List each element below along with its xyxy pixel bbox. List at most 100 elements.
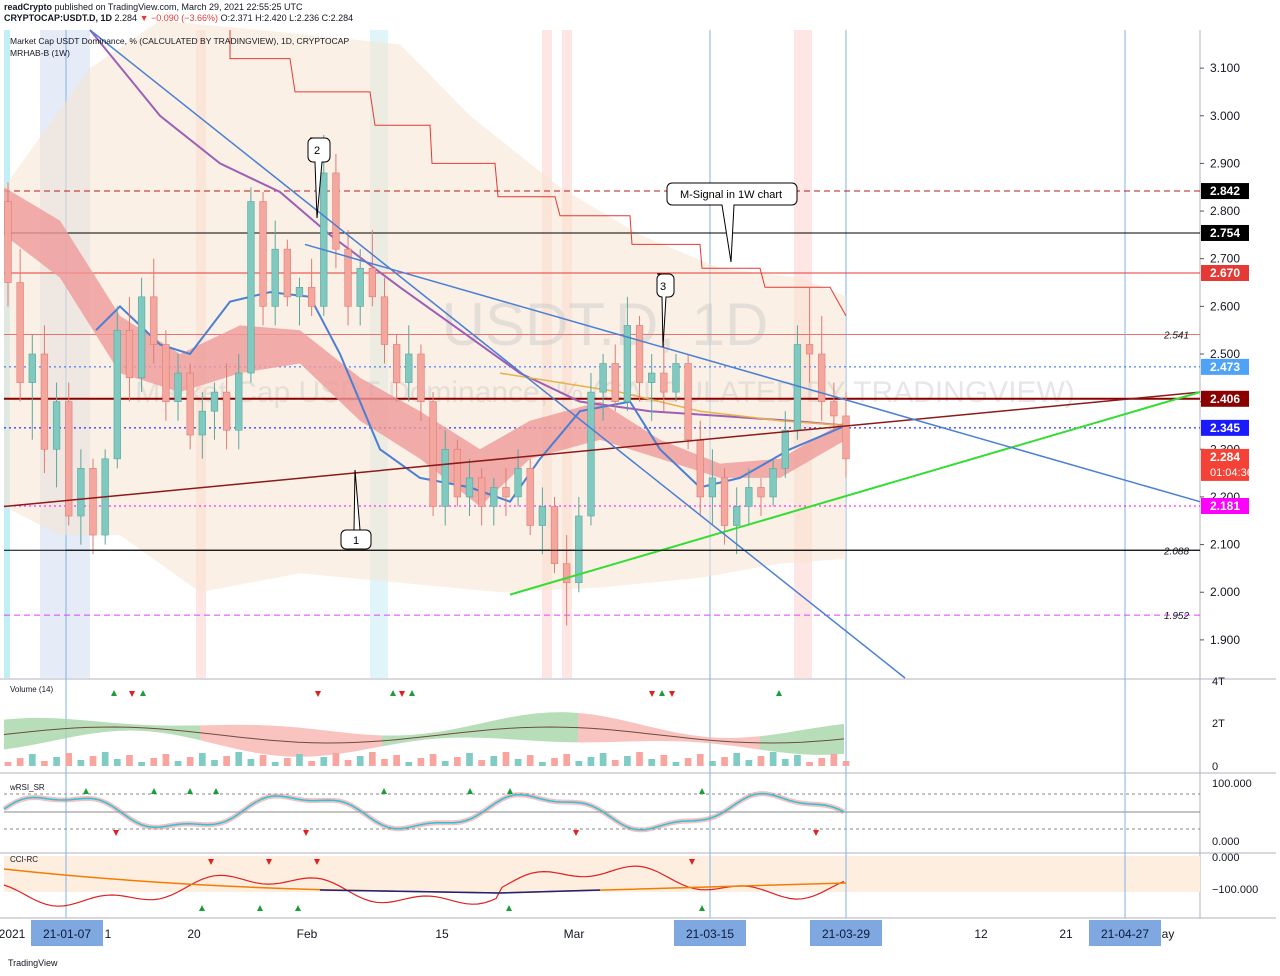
price-tick-2.500: 2.500: [1210, 347, 1240, 361]
candle: [745, 487, 753, 507]
volume-bar: [648, 759, 656, 766]
candle: [611, 363, 619, 402]
volume-cloud-segment: [172, 725, 186, 737]
volume-cloud-segment: [32, 717, 46, 746]
level-label-bg: [1201, 183, 1249, 200]
volume-bar: [138, 762, 145, 766]
volume-cloud-segment: [382, 735, 396, 747]
cci-signal-arrow: [699, 905, 705, 911]
level-label-2.842: 2.842: [1210, 184, 1240, 198]
green-trendline[interactable]: [509, 391, 1201, 596]
volume-cloud-segment: [214, 724, 228, 748]
price-level-labels: 2.842 2.754 2.670 2.473 2.406 2.345 2.284 01:04…: [1201, 183, 1253, 514]
wrsi-signal-arrow: [187, 788, 193, 794]
price-axis[interactable]: 1.9002.0002.1002.2002.3002.4002.5002.600…: [1200, 61, 1240, 647]
volume-cloud-segment: [480, 720, 494, 739]
volume-bar: [830, 754, 838, 766]
wrsi-signal-arrow: [113, 830, 119, 836]
candle: [392, 344, 401, 383]
price-change: ▼ −0.090 (−3.66%): [139, 13, 219, 23]
volume-bar: [356, 756, 364, 766]
candle: [490, 487, 498, 507]
time-label-bg: [31, 920, 103, 946]
volume-bar: [794, 755, 801, 766]
volume-bar: [4, 762, 12, 766]
candle: [198, 410, 206, 436]
level-label-2.670: 2.670: [1210, 266, 1240, 280]
wrsi-pane-label: wRSI_SR: [9, 783, 45, 792]
volume-bar: [539, 762, 546, 766]
candle: [344, 248, 352, 307]
candle: [113, 329, 121, 460]
candle: [538, 506, 547, 526]
candle: [405, 353, 413, 383]
candle: [781, 429, 789, 469]
volume-bar: [769, 752, 777, 766]
volume-bar: [126, 755, 133, 766]
volume-bar: [624, 756, 631, 766]
volume-bar: [636, 752, 643, 766]
legend-title: Market Cap USDT Dominance, % (CALCULATED…: [10, 36, 349, 46]
candle: [320, 172, 328, 307]
level-label-2.541: 2.541: [1163, 330, 1189, 341]
price-tick-2.900: 2.900: [1210, 156, 1240, 170]
volume-bar: [502, 752, 510, 766]
volume-bar: [441, 761, 449, 766]
volume-bar: [247, 759, 255, 766]
cci-line: [3, 865, 845, 907]
volume-bar: [696, 754, 704, 766]
blue-falling-trendline[interactable]: [89, 29, 906, 679]
candle: [720, 477, 729, 526]
ohlc-values: O:2.371 H:2.420 L:2.236 C:2.284: [220, 13, 354, 23]
volume-signal-arrow: [649, 691, 655, 697]
volume-bar: [405, 762, 413, 766]
candle: [441, 448, 449, 507]
time-axis[interactable]: 2021 21-01-07 1 20 Feb 15 Mar 21-03-15 21-03-29 1…: [0, 920, 1174, 946]
volume-bar: [235, 752, 243, 766]
volume-bar: [186, 757, 194, 766]
volume-bar: [41, 761, 48, 766]
candle: [478, 477, 486, 507]
red-ribbon: [4, 187, 846, 507]
volume-bar: [89, 756, 97, 766]
level-label-2.473: 2.473: [1210, 360, 1240, 374]
candle: [805, 344, 814, 355]
candle: [769, 468, 777, 498]
callout-3: [656, 273, 675, 348]
level-label-bg: [1201, 265, 1249, 281]
candle: [575, 515, 583, 584]
volume-bar: [733, 753, 741, 766]
candle: [150, 296, 158, 345]
candle: [247, 201, 255, 374]
time-label-15: 15: [435, 927, 449, 941]
trend-lines[interactable]: [3, 29, 1201, 679]
time-label-1: 1: [105, 927, 112, 941]
volume-bar: [16, 758, 24, 766]
price-tick-2.600: 2.600: [1210, 299, 1240, 313]
chart-legend: Market Cap USDT Dominance, % (CALCULATED…: [10, 36, 349, 58]
candle: [465, 477, 474, 498]
volume-cloud-segment: [494, 717, 508, 740]
blue-resistance-trendline[interactable]: [304, 243, 1201, 503]
volume-bar: [575, 761, 583, 766]
volume-bar: [721, 757, 728, 766]
wrsi-signal-arrow: [213, 788, 219, 794]
dark-red-trendline[interactable]: [3, 391, 1201, 508]
candle: [210, 391, 219, 412]
candle: [502, 487, 510, 498]
candle: [368, 267, 376, 298]
cci-signal-arrow: [295, 905, 301, 911]
tradingview-logo[interactable]: TradingView: [8, 958, 58, 968]
time-label-Mar: Mar: [564, 927, 585, 941]
volume-cloud-segment: [620, 719, 634, 742]
candle: [563, 563, 571, 584]
cci-signal-arrow: [689, 859, 695, 865]
time-label-21-03-29: 21-03-29: [822, 927, 870, 941]
candle: [307, 286, 316, 307]
volume-bar: [454, 757, 461, 766]
volume-signal-arrow: [659, 690, 665, 696]
candle: [4, 201, 12, 283]
callout-1-text: 1: [353, 535, 359, 547]
wrsi-signal-arrow: [303, 830, 309, 836]
